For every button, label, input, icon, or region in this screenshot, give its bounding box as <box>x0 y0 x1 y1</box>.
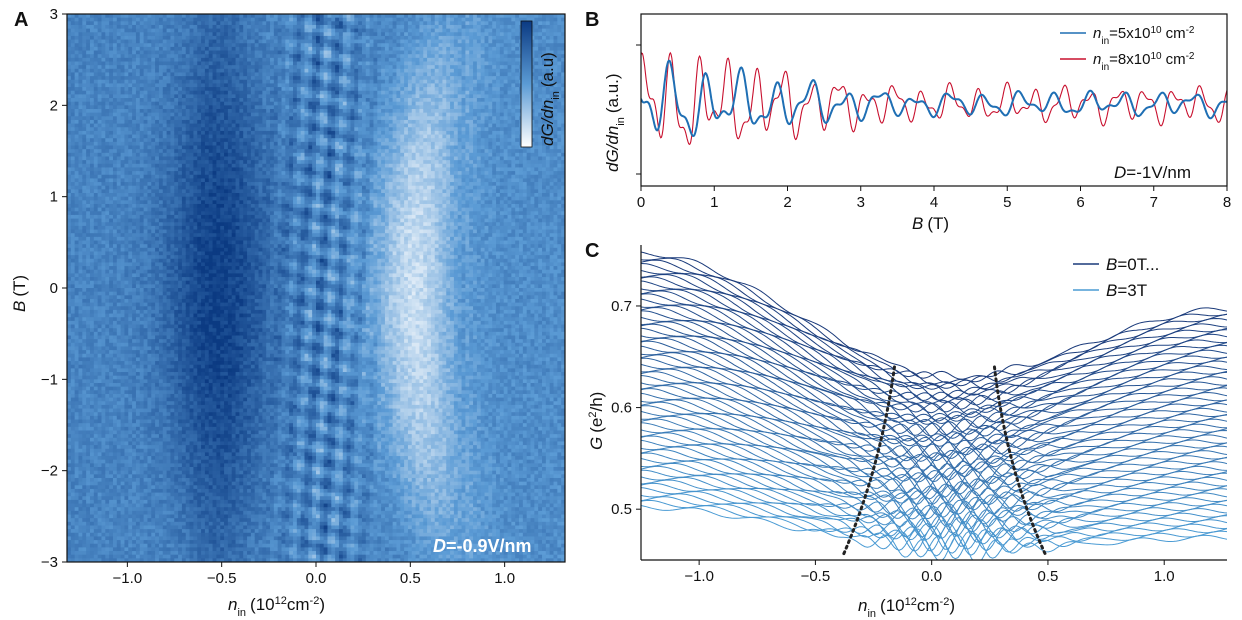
panel-c-curve <box>641 335 1227 439</box>
panel-b-xtick-label: 1 <box>710 194 718 211</box>
panel-c-letter: C <box>585 240 599 262</box>
panel-a-xtick-label: 1.0 <box>494 570 515 587</box>
panel-c-curve <box>641 323 1227 436</box>
legend-label-b0: B=0T... <box>1106 255 1159 274</box>
panel-c-curve <box>641 352 1227 455</box>
panel-b-xtick-label: 7 <box>1150 194 1158 211</box>
panel-c-xtick-label: −1.0 <box>684 568 714 585</box>
panel-a-ytick-label: −1 <box>41 371 58 388</box>
panel-c-curve <box>641 382 1227 475</box>
panel-c-curves <box>641 251 1227 560</box>
panel-c-curve <box>641 316 1227 429</box>
guide-dotted-right <box>992 365 1048 557</box>
panel-c-curve <box>641 392 1227 483</box>
panel-b-plot-area <box>641 51 1227 146</box>
panel-c-xtick-label: 0.5 <box>1038 568 1059 585</box>
panel-c-ytick-label: 0.7 <box>611 298 632 315</box>
series-n8-line <box>641 51 1227 146</box>
panel-c-curve <box>641 401 1227 492</box>
panel-c-curve <box>641 321 1227 433</box>
legend-label-n5: nin=5x1010 cm-2 <box>1093 25 1195 47</box>
panel-c-curve <box>641 363 1227 461</box>
colorbar-label: dG/dnin(a.u) <box>538 52 562 146</box>
panel-c-curve <box>641 415 1227 498</box>
panel-c-curve <box>641 276 1227 401</box>
panel-b-annotation: D=-1V/nm <box>1114 163 1191 182</box>
panel-c-guide-dotted-lines <box>841 365 1048 557</box>
series-n5-line <box>641 59 1227 138</box>
legend-label-n8: nin=8x1010 cm-2 <box>1093 51 1195 73</box>
panel-c-curve <box>641 290 1227 410</box>
panel-c-curve <box>641 429 1227 510</box>
panel-b-xtick-label: 3 <box>857 194 865 211</box>
panel-c-curve <box>641 505 1227 560</box>
panel-b-xtick-label: 4 <box>930 194 938 211</box>
panel-c-xlabel: nin (1012cm-2) <box>858 596 955 620</box>
panel-a-xtick-label: 0.0 <box>306 570 327 587</box>
panel-b-xtick-label: 5 <box>1003 194 1011 211</box>
panel-c-xtick-label: −0.5 <box>801 568 831 585</box>
panel-c-curve <box>641 371 1227 469</box>
panel-c-axes: −1.0 −0.5 0.0 0.5 1.0 0.5 0.6 0.7 <box>611 245 1227 585</box>
panel-a-ytick-label: 3 <box>50 6 58 23</box>
panel-c-xtick-label: 1.0 <box>1154 568 1175 585</box>
panel-c-curve <box>641 257 1227 384</box>
panel-c-curve <box>641 435 1227 516</box>
panel-a-ytick-label: 1 <box>50 189 58 206</box>
panel-b-axes: 0 1 2 3 4 5 6 7 8 <box>636 44 1231 211</box>
panel-b-xlabel: B (T) <box>912 214 949 233</box>
panel-c-curve <box>641 482 1227 550</box>
panel-a-ytick-label: −2 <box>41 463 58 480</box>
panel-a-letter: A <box>14 9 28 31</box>
panel-c-curve <box>641 432 1227 514</box>
panel-c-curve <box>641 462 1227 534</box>
panel-a-heatmap <box>67 14 565 562</box>
panel-c-xtick-label: 0.0 <box>921 568 942 585</box>
panel-b-xtick-label: 6 <box>1076 194 1084 211</box>
panel-c-curve <box>641 385 1227 478</box>
panel-a-ytick-label: 0 <box>50 280 58 297</box>
panel-c-curve <box>641 293 1227 413</box>
panel-c-curve <box>641 399 1227 488</box>
panel-c-curve <box>641 493 1227 554</box>
guide-dotted-left <box>841 365 896 557</box>
panel-a-axes: −1.0 −0.5 0.0 0.5 1.0 −3 −2 −1 0 1 2 3 <box>41 6 515 587</box>
panel-c-curve <box>641 337 1227 442</box>
panel-c-curve <box>641 273 1227 399</box>
colorbar <box>520 20 533 148</box>
panel-c-curve <box>641 305 1227 420</box>
panel-c-ylabel: G(e2/h) <box>587 392 606 450</box>
panel-a-xtick-label: −1.0 <box>113 570 143 587</box>
panel-c-curve <box>641 446 1227 520</box>
panel-c-curve <box>641 448 1227 524</box>
legend-label-b3: B=3T <box>1106 281 1147 300</box>
panel-c-curve <box>641 418 1227 501</box>
panel-a-ytick-label: 2 <box>50 97 58 114</box>
panel-c-curve <box>641 465 1227 537</box>
panel-a-annotation: D=-0.9V/nm <box>433 536 532 556</box>
panel-c-curve <box>641 270 1227 395</box>
panel-c-ytick-label: 0.6 <box>611 400 632 417</box>
panel-b-letter: B <box>585 9 599 31</box>
panel-c-ytick-label: 0.5 <box>611 501 632 518</box>
panel-b-xtick-label: 8 <box>1223 194 1231 211</box>
panel-c-curve <box>641 251 1227 380</box>
panel-c-curve <box>641 298 1227 416</box>
panel-a-xtick-label: 0.5 <box>400 570 421 587</box>
panel-c-curve <box>641 288 1227 406</box>
panel-b-xtick-label: 2 <box>783 194 791 211</box>
panel-a-ylabel: B(T) <box>10 275 29 312</box>
panel-b-ylabel: dG/dnin(a.u.) <box>603 73 627 172</box>
panel-a-xlabel: nin (1012cm-2) <box>228 595 325 619</box>
panel-a-ytick-label: −3 <box>41 554 58 571</box>
panel-a-xtick-label: −0.5 <box>207 570 237 587</box>
panel-b-xtick-label: 0 <box>637 194 645 211</box>
panel-c-curve <box>641 410 1227 495</box>
